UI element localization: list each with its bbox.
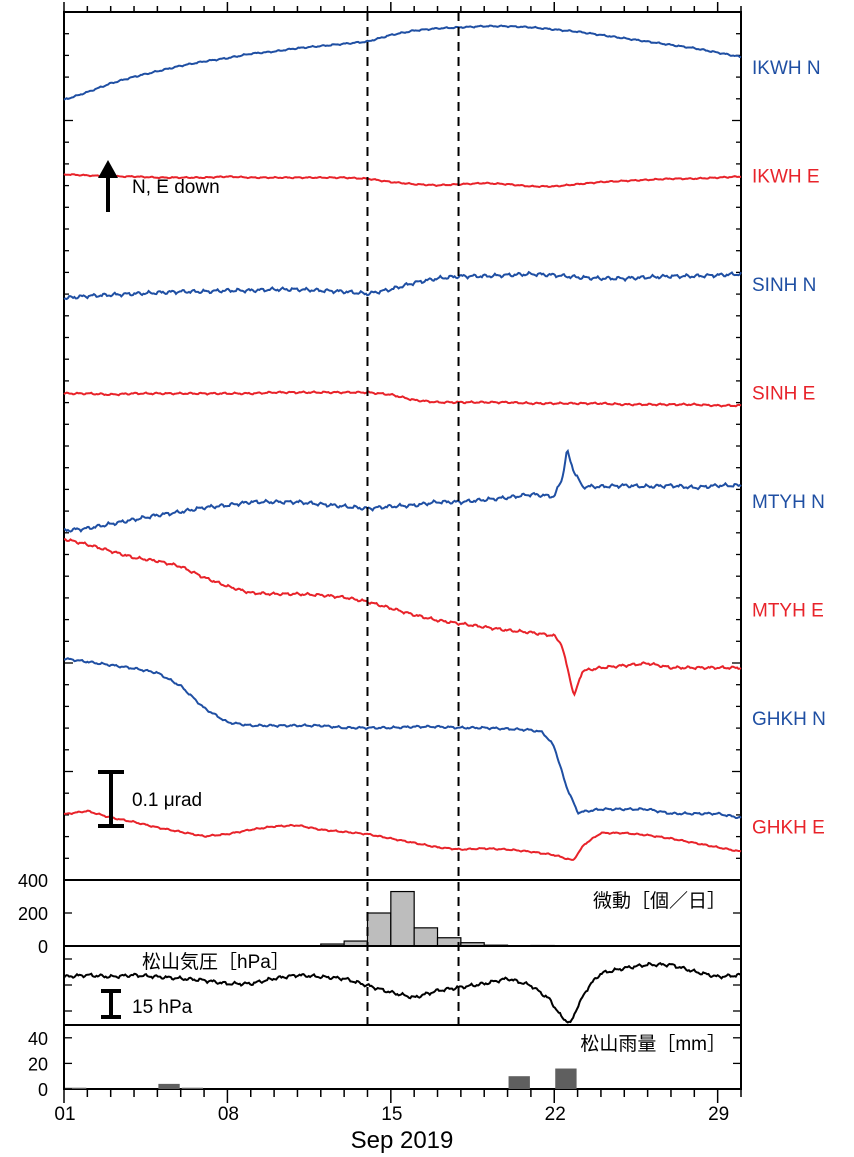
x-tick-label: 15 [381, 1104, 402, 1125]
trace-label-mtyh-n: MTYH N [752, 492, 825, 513]
trace-sinh-e [64, 391, 741, 406]
trace-label-ghkh-e: GHKH E [752, 818, 825, 839]
pressure-panel: 松山気圧［hPa］ 15 hPa [64, 946, 741, 1025]
x-axis-label: Sep 2019 [351, 1127, 454, 1154]
tremor-y-tick-label: 200 [18, 904, 48, 924]
rainfall-bars [65, 1069, 577, 1089]
rainfall-bar [182, 1088, 203, 1089]
trace-mtyh-n [64, 451, 741, 532]
tremor-panel-title: 微動［個／日］ [593, 890, 726, 912]
rainfall-bar [158, 1084, 179, 1089]
trace-label-sinh-e: SINH E [752, 384, 815, 405]
tilt-arrow-label: N, E down [132, 177, 220, 198]
event-marker-lines [367, 12, 458, 1025]
trace-ghkh-e [64, 811, 741, 860]
trace-ikwh-n [64, 26, 741, 100]
tilt-series [64, 26, 741, 860]
rainfall-panel: 0 20 40 松山雨量［mm］ [28, 1025, 741, 1100]
x-tick-label: 01 [54, 1104, 75, 1125]
tilt-scale-label: 0.1 μrad [132, 790, 202, 811]
tremor-bar [414, 928, 437, 946]
trace-label-ghkh-n: GHKH N [752, 709, 826, 730]
tilt-panel-frame [64, 12, 741, 880]
pressure-panel-title: 松山気圧［hPa］ [142, 951, 290, 973]
trace-label-sinh-n: SINH N [752, 275, 816, 296]
tilt-scale-bar [98, 772, 124, 826]
rainfall-y-tick-label: 0 [38, 1080, 48, 1100]
tremor-bar [391, 892, 414, 946]
trace-label-mtyh-e: MTYH E [752, 601, 824, 622]
rainfall-y-tick-label: 20 [28, 1054, 48, 1074]
pressure-scale-label: 15 hPa [132, 997, 193, 1018]
x-tick-label: 22 [545, 1104, 566, 1125]
tilt-panel-ticks [64, 12, 741, 858]
tilt-series-labels: IKWH N IKWH E SINH N SINH E MTYH N MTYH E GHKH… [752, 58, 826, 839]
pressure-scale-bar [101, 991, 121, 1017]
x-tick-label: 08 [218, 1104, 239, 1125]
rainfall-y-tick-label: 40 [28, 1029, 48, 1049]
arrow-head [98, 160, 118, 178]
tremor-bars [321, 892, 554, 946]
tremor-count-panel: 0 200 400 微動［個／日］ [18, 871, 741, 957]
tremor-bar [367, 913, 390, 946]
trace-sinh-n [64, 272, 741, 299]
tremor-y-tick-label: 400 [18, 871, 48, 891]
tremor-bar [438, 938, 461, 946]
tilt-direction-arrow [98, 160, 118, 212]
trace-label-ikwh-n: IKWH N [752, 58, 821, 79]
rainfall-bar [555, 1069, 576, 1089]
rainfall-panel-title: 松山雨量［mm］ [580, 1033, 726, 1055]
trace-label-ikwh-e: IKWH E [752, 167, 820, 188]
rainfall-bar [509, 1076, 530, 1089]
tilt-traces-panel: IKWH N IKWH E SINH N SINH E MTYH N MTYH E GHKH… [64, 12, 826, 880]
trace-mtyh-e [64, 539, 741, 694]
x-tick-label: 29 [708, 1104, 729, 1125]
tremor-y-tick-label: 0 [38, 937, 48, 957]
